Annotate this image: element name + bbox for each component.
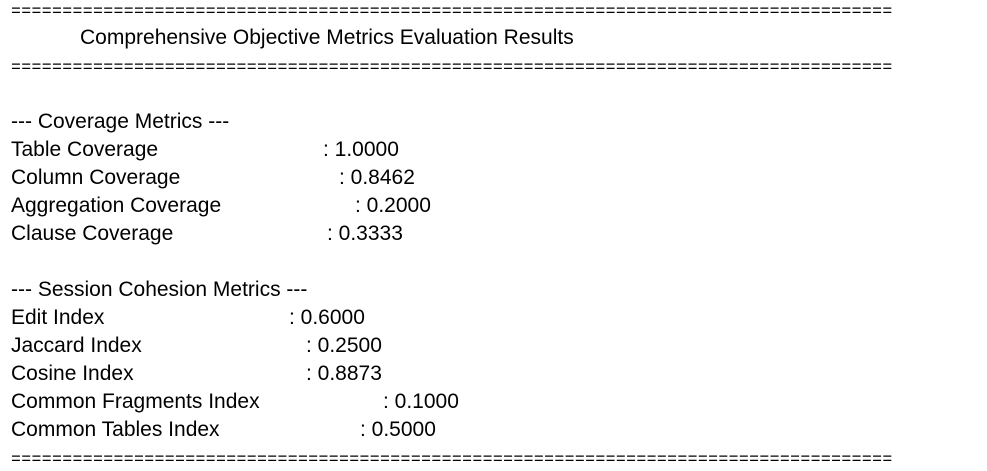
metric-value: : 0.1000 (383, 390, 459, 413)
separator-bottom: ========================================… (11, 450, 893, 469)
metric-label: Common Fragments Index (11, 390, 260, 413)
metric-value: : 0.8873 (306, 362, 382, 385)
metric-value: : 0.6000 (289, 306, 365, 329)
metric-value: : 0.5000 (360, 418, 436, 441)
metric-label: Aggregation Coverage (11, 194, 222, 217)
metric-value: : 0.3333 (327, 222, 403, 245)
metric-label: Clause Coverage (11, 222, 174, 245)
coverage-section-header: --- Coverage Metrics --- (11, 110, 230, 133)
report-title: Comprehensive Objective Metrics Evaluati… (80, 26, 574, 49)
metric-label: Cosine Index (11, 362, 134, 385)
separator-title: ========================================… (11, 58, 893, 77)
metric-value: : 0.2500 (306, 334, 382, 357)
metric-label: Edit Index (11, 306, 105, 329)
metric-value: : 0.8462 (339, 166, 415, 189)
cohesion-section-header: --- Session Cohesion Metrics --- (11, 278, 308, 301)
metric-label: Table Coverage (11, 138, 159, 161)
metric-value: : 0.2000 (355, 194, 431, 217)
metric-value: : 1.0000 (323, 138, 399, 161)
metric-label: Common Tables Index (11, 418, 220, 441)
metric-label: Column Coverage (11, 166, 181, 189)
separator-top: ========================================… (11, 2, 893, 21)
metric-label: Jaccard Index (11, 334, 142, 357)
